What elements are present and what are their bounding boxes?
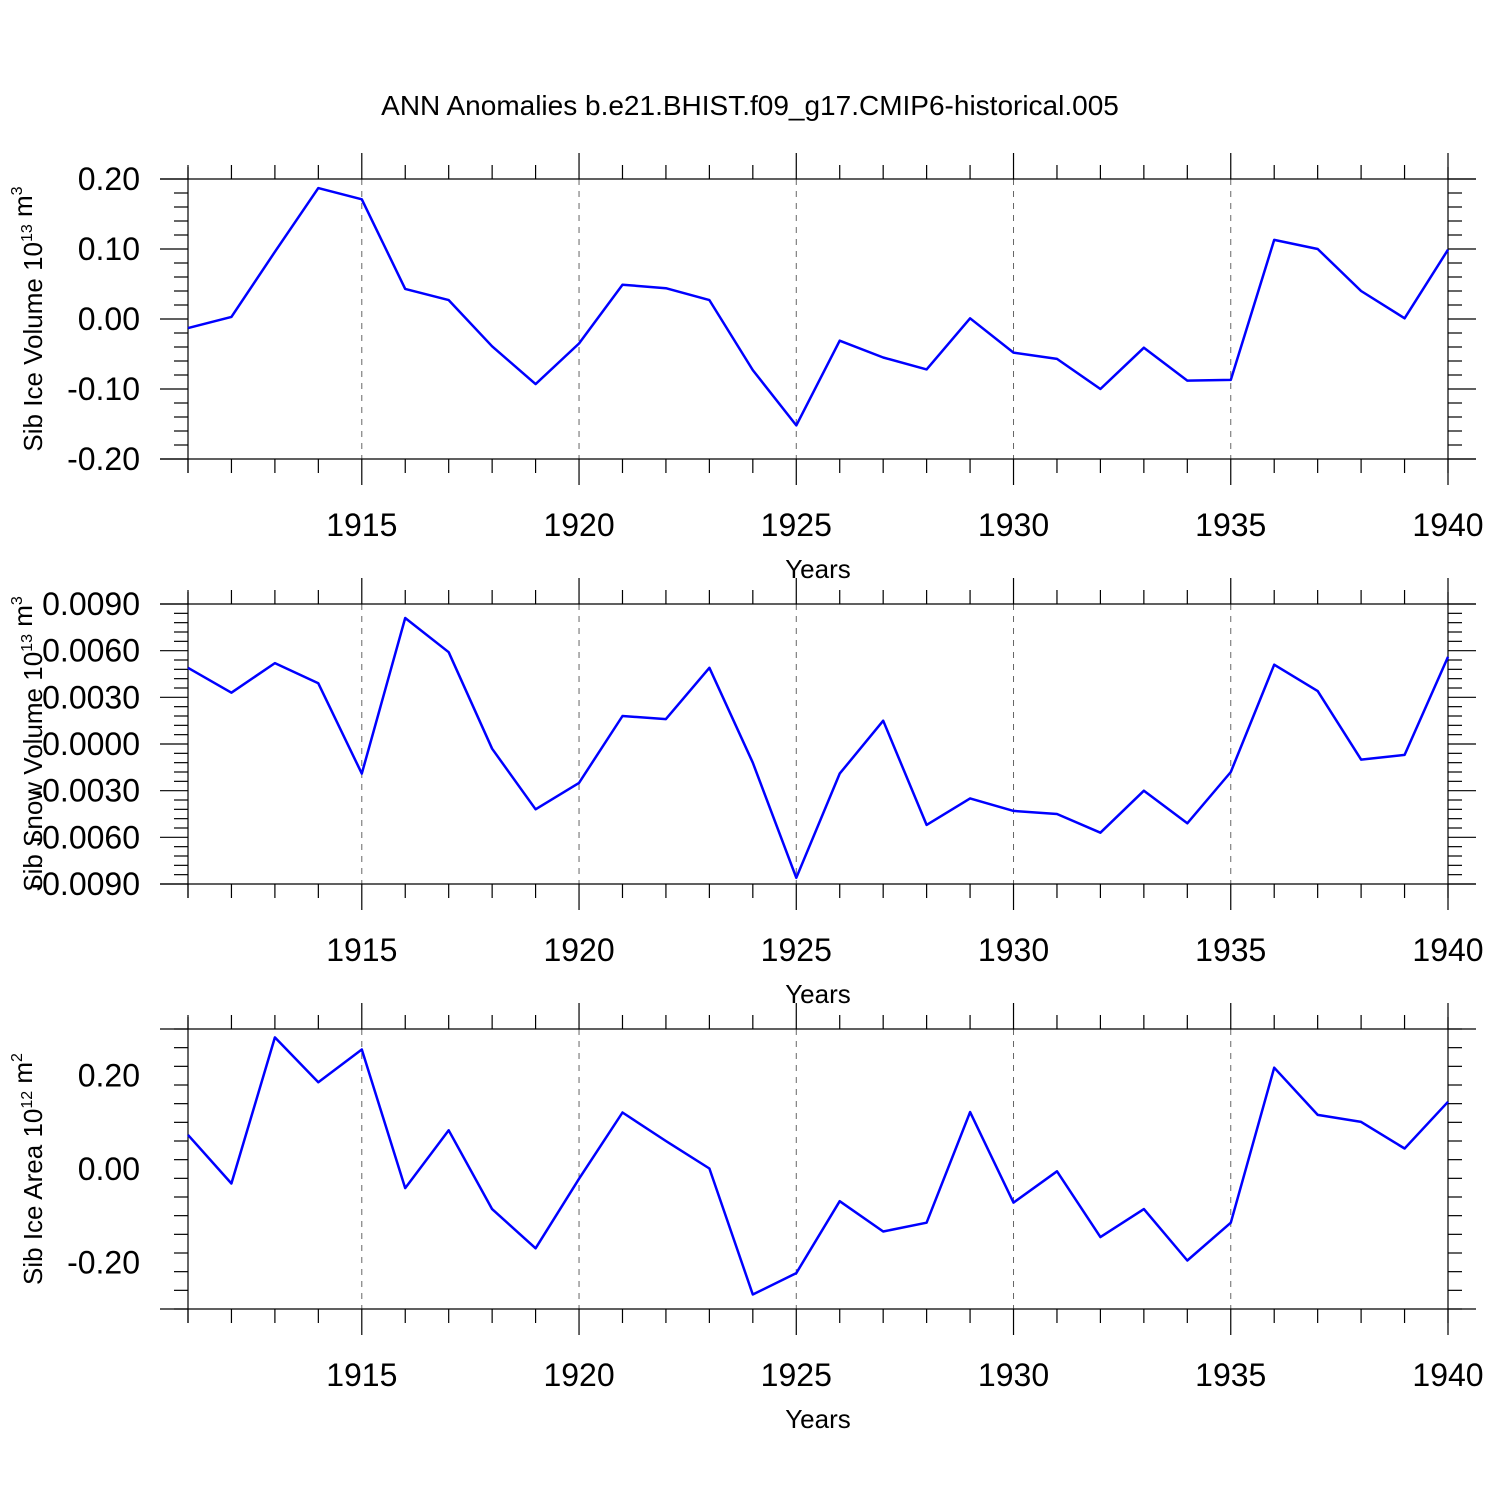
sib-ice-volume-xtick-label: 1935 [1195, 507, 1266, 543]
sib-snow-volume-ytick-label: 0.0060 [42, 633, 140, 669]
sib-ice-area-ylabel: Sib Ice Area 1012 m2 [8, 1053, 48, 1285]
figure-title: ANN Anomalies b.e21.BHIST.f09_g17.CMIP6-… [381, 90, 1119, 121]
sib-ice-area-xtick-label: 1930 [978, 1357, 1049, 1393]
sib-ice-area-series-line [187, 1036, 1449, 1296]
sib-ice-volume-xtick-label: 1915 [326, 507, 397, 543]
sib-ice-area-xtick-label: 1920 [543, 1357, 614, 1393]
sib-snow-volume-ytick-label: -0.0090 [31, 866, 140, 902]
sib-ice-volume-panel: -0.20 -0.10 0.00 0.10 0.20 1915 1920 1925 1930 19… [8, 153, 1484, 584]
sib-ice-area-ytick-label: 0.20 [78, 1058, 140, 1094]
sib-snow-volume-ytick-label: -0.0030 [31, 773, 140, 809]
sib-snow-volume-xtick-label: 1915 [326, 932, 397, 968]
panels: -0.20 -0.10 0.00 0.10 0.20 1915 1920 1925 1930 19… [8, 153, 1484, 1434]
sib-snow-volume-ylabel: Sib Snow Volume 1013 m3 [8, 596, 48, 892]
sib-ice-area-ytick-label: 0.00 [78, 1151, 140, 1187]
sib-ice-volume-xtick-label: 1925 [761, 507, 832, 543]
sib-ice-area-xtick-label: 1940 [1412, 1357, 1483, 1393]
sib-snow-volume-series-line [187, 616, 1450, 880]
sib-ice-volume-xtick-label: 1930 [978, 507, 1049, 543]
sib-ice-volume-xtick-label: 1920 [543, 507, 614, 543]
sib-snow-volume-ytick-label: 0.0090 [42, 586, 140, 622]
sib-ice-volume-ylabel: Sib Ice Volume 1013 m3 [8, 186, 48, 451]
sib-snow-volume-xtick-label: 1935 [1195, 932, 1266, 968]
sib-ice-area-xtick-label: 1925 [761, 1357, 832, 1393]
sib-snow-volume-xtick-label: 1920 [543, 932, 614, 968]
sib-snow-volume-ytick-label: 0.0000 [42, 726, 140, 762]
sib-ice-area-ytick-label: -0.20 [67, 1244, 140, 1280]
sib-ice-volume-series-line [187, 186, 1450, 427]
sib-ice-area-xtick-label: 1915 [326, 1357, 397, 1393]
sib-ice-volume-ytick-label: 0.10 [78, 231, 140, 267]
sib-ice-volume-xtick-label: 1940 [1412, 507, 1483, 543]
sib-ice-area-xlabel: Years [785, 1404, 851, 1434]
sib-snow-volume-panel: -0.0090 -0.0060 -0.0030 0.0000 0.0030 0.0060 0… [8, 578, 1484, 1009]
sib-ice-volume-ytick-label: 0.20 [78, 161, 140, 197]
sib-snow-volume-ytick-label: -0.0060 [31, 819, 140, 855]
sib-snow-volume-ytick-label: 0.0030 [42, 679, 140, 715]
sib-ice-area-panel: -0.20 0.00 0.20 1915 1920 1925 1930 1935 1940 Yea… [8, 1003, 1484, 1434]
sib-ice-area-xtick-label: 1935 [1195, 1357, 1266, 1393]
sib-snow-volume-xtick-label: 1930 [978, 932, 1049, 968]
sib-ice-volume-ytick-label: 0.00 [78, 301, 140, 337]
sib-snow-volume-xlabel: Years [785, 979, 851, 1009]
sib-snow-volume-xtick-label: 1940 [1412, 932, 1483, 968]
sib-snow-volume-xtick-label: 1925 [761, 932, 832, 968]
sib-ice-volume-xlabel: Years [785, 554, 851, 584]
sib-ice-volume-ytick-label: -0.10 [67, 371, 140, 407]
sib-ice-volume-ytick-label: -0.20 [67, 441, 140, 477]
